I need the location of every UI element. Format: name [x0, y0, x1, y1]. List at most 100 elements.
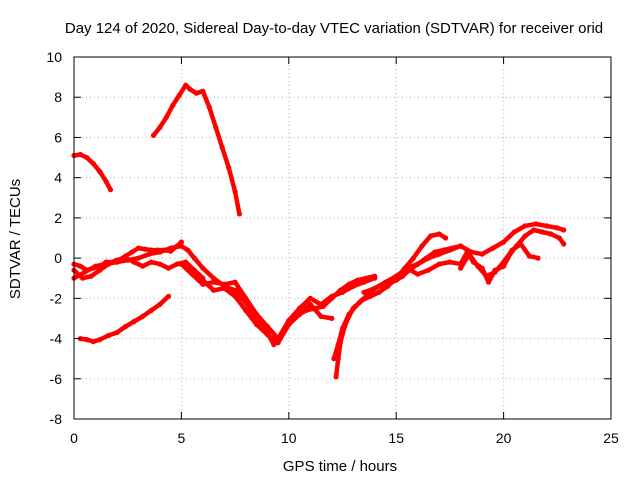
data-point [393, 273, 399, 279]
data-point [135, 255, 141, 261]
data-point [535, 255, 541, 261]
data-point [114, 259, 120, 265]
data-point [157, 261, 163, 267]
y-axis-label: SDTVAR / TECUs [7, 179, 24, 299]
data-point [544, 223, 550, 229]
data-point [361, 289, 367, 295]
data-point [189, 271, 195, 277]
y-tick-label: 10 [46, 49, 62, 65]
data-point [483, 273, 489, 279]
data-point [84, 155, 90, 161]
data-point [125, 257, 131, 263]
data-point [97, 267, 103, 273]
data-point [436, 231, 442, 237]
data-point [428, 233, 434, 239]
data-point [329, 293, 335, 299]
data-point [361, 279, 367, 285]
data-point [275, 336, 281, 342]
data-point [447, 247, 453, 253]
data-point [466, 251, 472, 257]
x-tick-label: 25 [603, 430, 619, 446]
data-point [77, 263, 83, 269]
data-point [200, 265, 206, 271]
y-tick-label: 8 [54, 89, 62, 105]
data-point [275, 340, 281, 346]
data-point [436, 261, 442, 267]
data-point [226, 165, 232, 171]
data-point [415, 271, 421, 277]
x-tick-label: 0 [70, 430, 78, 446]
x-tick-label: 10 [281, 430, 297, 446]
data-point [339, 289, 346, 295]
data-point [339, 325, 346, 332]
data-point [148, 307, 154, 313]
y-tick-label: 4 [54, 170, 62, 186]
data-point [561, 241, 567, 247]
data-point [533, 221, 539, 227]
data-point [92, 263, 99, 269]
x-tick-label: 20 [496, 430, 512, 446]
data-point [486, 279, 492, 285]
data-point [509, 247, 515, 253]
y-tick-label: -8 [50, 411, 63, 427]
plot-border [73, 56, 612, 420]
data-point [404, 265, 410, 271]
data-point [157, 249, 163, 255]
data-point [163, 114, 169, 120]
data-point [178, 243, 184, 249]
data-point [187, 86, 193, 92]
data-point [333, 374, 339, 380]
data-point [419, 243, 425, 249]
data-point [131, 318, 137, 325]
data-point [84, 337, 90, 343]
data-point [264, 331, 270, 338]
data-point [183, 82, 189, 88]
data-point [97, 337, 103, 343]
data-point [296, 305, 303, 311]
data-point [475, 263, 481, 269]
data-point [123, 323, 129, 330]
data-point [243, 307, 249, 313]
data-point [548, 231, 554, 237]
data-point [415, 261, 421, 267]
data-point [221, 281, 227, 287]
data-point [114, 329, 120, 336]
series-line-arc-13 [458, 241, 541, 279]
data-point [556, 235, 563, 241]
data-point [211, 279, 217, 285]
data-point [150, 132, 157, 138]
data-point [211, 287, 217, 293]
data-point [105, 332, 111, 339]
y-tick-label: 2 [54, 210, 62, 226]
data-point [200, 281, 206, 287]
data-point [354, 277, 361, 283]
data-point [200, 88, 206, 94]
x-tick-labels: 0 5 10 15 20 25 [70, 430, 619, 446]
data-point [236, 211, 242, 217]
data-point [176, 92, 182, 98]
data-point [518, 241, 524, 247]
data-point [335, 356, 341, 362]
data-point [539, 229, 545, 235]
data-point [135, 245, 141, 251]
data-point [232, 287, 238, 293]
data-point [425, 267, 431, 273]
data-point [107, 187, 114, 193]
data-point [232, 279, 238, 285]
data-point [352, 303, 358, 309]
data-point [382, 279, 389, 285]
data-point [501, 239, 507, 245]
data-point [436, 251, 442, 257]
data-point [165, 293, 172, 299]
data-point [80, 275, 86, 281]
data-point [522, 233, 528, 239]
data-point [554, 225, 560, 231]
data-point [490, 245, 496, 251]
data-point [90, 339, 96, 345]
data-point [178, 261, 184, 267]
data-point [318, 301, 324, 307]
data-point [193, 90, 199, 96]
data-point [206, 104, 212, 110]
